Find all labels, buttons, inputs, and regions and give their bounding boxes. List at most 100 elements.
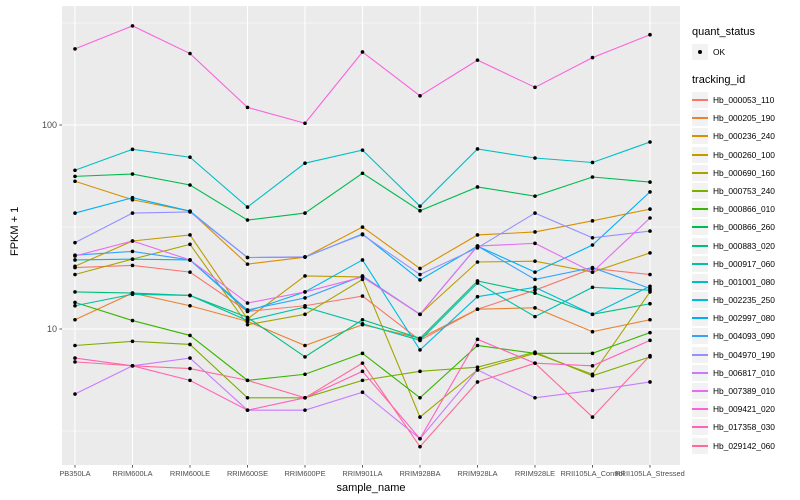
legend-line-icon	[692, 444, 708, 447]
legend-key	[692, 92, 708, 108]
data-point	[73, 211, 77, 215]
legend-item-label: Hb_006817_010	[713, 367, 775, 378]
x-tick-label: RRIM600LA	[112, 469, 152, 478]
data-point	[360, 294, 365, 298]
legend-item: Hb_000883_020	[692, 237, 798, 254]
data-point	[303, 121, 307, 126]
legend-quant-status-title: quant_status	[692, 26, 755, 38]
legend-line-icon	[692, 226, 708, 229]
data-point	[533, 314, 537, 319]
data-point	[303, 274, 307, 278]
data-point	[475, 307, 480, 312]
point-marker-icon	[698, 50, 702, 54]
legend-key	[692, 44, 708, 60]
legend-item: Hb_001001_080	[692, 273, 798, 290]
legend-line-icon	[692, 390, 708, 392]
legend-item-label: Hb_004970_190	[713, 349, 775, 360]
data-point	[475, 233, 480, 237]
x-tick-label: RRIM600SE	[227, 469, 268, 478]
legend-line-icon	[692, 208, 708, 211]
data-point	[245, 378, 250, 383]
legend-item: Hb_017358_030	[692, 419, 798, 436]
legend-line-icon	[692, 153, 708, 156]
x-tick-label: RRII105LA_Stressed	[615, 469, 684, 478]
legend-key	[692, 182, 708, 199]
legend-key	[692, 401, 708, 418]
legend-line-icon	[692, 244, 708, 247]
data-point	[360, 317, 365, 322]
legend-key	[692, 255, 708, 272]
data-point	[360, 277, 365, 282]
legend-key	[692, 237, 708, 254]
legend-item-label: Hb_002997_080	[713, 313, 775, 324]
y-tick-label: 100	[42, 120, 57, 130]
data-point	[533, 291, 537, 295]
data-point	[245, 301, 250, 305]
data-point	[475, 244, 480, 248]
legend-key	[692, 292, 708, 309]
data-point	[130, 292, 135, 297]
data-point	[648, 207, 652, 211]
data-point	[73, 356, 77, 360]
data-point	[130, 147, 135, 152]
data-point	[590, 351, 595, 356]
data-point	[130, 263, 135, 268]
data-point	[590, 388, 595, 393]
data-point	[590, 175, 595, 179]
data-point	[73, 317, 77, 322]
legend-item-label: Hb_000866_010	[713, 204, 775, 215]
data-point	[188, 356, 192, 360]
legend-item-label: Hb_002235_250	[713, 295, 775, 306]
data-point	[648, 180, 652, 184]
legend-item-label: OK	[713, 47, 726, 57]
legend-key	[692, 364, 708, 381]
x-axis-title: sample_name	[336, 482, 406, 494]
legend-key	[692, 164, 708, 181]
legend-key	[692, 419, 708, 436]
legend-item-label: Hb_000866_260	[713, 222, 775, 233]
data-point	[188, 242, 192, 247]
legend-item-label: Hb_007389_010	[713, 386, 775, 396]
data-point	[475, 343, 480, 348]
legend-item: Hb_002235_250	[692, 292, 798, 309]
data-point	[475, 380, 480, 384]
legend-key	[692, 128, 708, 145]
data-point	[360, 322, 365, 326]
data-point	[418, 436, 422, 441]
data-point	[245, 315, 250, 320]
data-point	[73, 303, 77, 308]
legend-item: Hb_002997_080	[692, 310, 798, 327]
data-point	[245, 218, 250, 222]
data-point	[533, 288, 537, 292]
data-point	[533, 194, 537, 198]
data-point	[73, 343, 77, 348]
data-point	[188, 293, 192, 298]
data-point	[73, 254, 77, 258]
data-point	[130, 195, 135, 200]
data-point	[590, 160, 595, 165]
data-point	[475, 147, 480, 151]
data-point	[533, 156, 537, 160]
legend-line-icon	[692, 408, 708, 411]
data-point	[533, 211, 537, 215]
data-point	[418, 272, 422, 277]
legend-line-icon	[692, 426, 708, 429]
data-point	[648, 140, 652, 144]
data-point	[533, 277, 537, 282]
legend-item: Hb_000866_260	[692, 219, 798, 236]
data-point	[475, 365, 480, 369]
data-point	[533, 306, 537, 310]
data-point	[360, 378, 365, 383]
data-point	[648, 251, 652, 255]
data-point	[590, 270, 595, 274]
data-point	[188, 51, 192, 56]
data-point	[303, 395, 307, 400]
data-point	[590, 373, 595, 378]
data-point	[418, 369, 422, 374]
legend-item-label: Hb_001001_080	[713, 276, 775, 287]
data-point	[590, 285, 595, 290]
data-point	[245, 308, 250, 312]
data-point	[360, 258, 365, 262]
legend-tracking-id: tracking_id Hb_000053_110 Hb_000205_190 Hb…	[692, 74, 798, 454]
